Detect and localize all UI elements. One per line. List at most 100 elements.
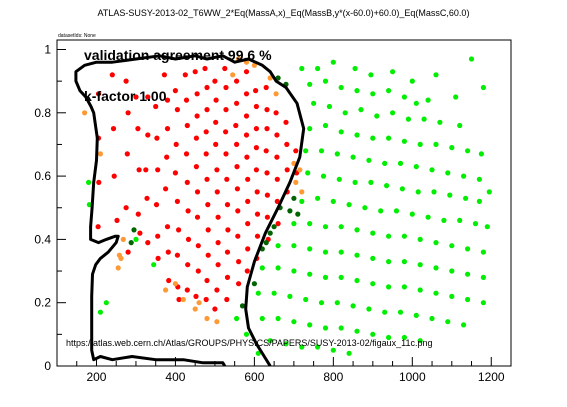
data-point-s1-0 [82, 110, 88, 116]
data-point-s0-145 [293, 148, 299, 154]
data-point-s3-160 [330, 347, 336, 353]
x-tick-label-200: 200 [86, 370, 106, 384]
data-point-s3-46 [417, 141, 423, 147]
data-point-s1-16 [251, 62, 257, 68]
data-point-s3-122 [354, 277, 360, 284]
data-point-s0-113 [245, 176, 251, 182]
data-point-s3-51 [303, 148, 309, 154]
data-point-s3-15 [409, 78, 415, 84]
data-point-s0-100 [233, 122, 239, 129]
data-point-s0-30 [164, 97, 171, 103]
data-point-s0-35 [165, 249, 171, 255]
data-point-s3-78 [330, 198, 336, 204]
data-point-s0-5 [110, 126, 117, 132]
data-point-s1-4 [118, 255, 124, 261]
data-point-s3-66 [352, 179, 358, 185]
data-point-s3-49 [465, 148, 471, 154]
data-point-s3-141 [413, 312, 419, 318]
data-point-s0-48 [184, 122, 190, 129]
data-point-s0-95 [224, 249, 231, 255]
data-point-s0-21 [144, 195, 150, 201]
data-point-s0-130 [263, 148, 269, 154]
data-point-s3-23 [386, 88, 392, 94]
data-point-s3-12 [352, 65, 358, 72]
data-point-s0-96 [224, 274, 231, 280]
data-point-s0-109 [243, 91, 250, 97]
data-point-s3-128 [449, 293, 455, 299]
data-point-s0-114 [245, 198, 251, 204]
data-point-s3-79 [346, 202, 352, 208]
data-point-s2-1 [128, 240, 134, 246]
data-point-s3-139 [382, 309, 388, 315]
data-point-s3-33 [374, 113, 380, 119]
data-point-s0-117 [244, 268, 250, 274]
annotation-validation: validation agreement 99.6 % [84, 47, 272, 63]
data-point-s0-58 [193, 135, 199, 141]
data-point-s0-47 [183, 97, 190, 103]
data-point-s3-84 [425, 214, 431, 220]
data-point-s0-52 [185, 236, 192, 242]
data-point-s3-45 [401, 138, 407, 144]
data-point-s3-126 [417, 287, 423, 293]
data-point-s0-13 [133, 94, 139, 100]
data-point-s3-86 [457, 217, 463, 223]
data-point-s3-130 [480, 300, 486, 306]
data-point-s3-138 [366, 306, 372, 312]
data-point-s3-93 [354, 227, 360, 233]
data-point-s3-50 [478, 151, 484, 157]
data-point-s3-137 [350, 303, 356, 309]
data-point-s3-118 [291, 268, 297, 274]
data-point-s3-80 [362, 205, 368, 211]
data-point-s0-64 [193, 293, 199, 299]
data-point-s0-31 [164, 126, 171, 132]
data-point-s1-10 [196, 300, 202, 306]
data-point-s3-14 [390, 69, 396, 75]
data-point-s3-117 [275, 265, 281, 271]
data-point-s0-34 [164, 224, 171, 230]
data-point-s0-83 [215, 240, 221, 246]
data-point-s3-102 [275, 243, 281, 249]
data-point-s0-112 [244, 154, 250, 160]
data-point-s3-55 [366, 157, 372, 163]
data-point-s3-136 [334, 300, 340, 306]
data-point-s1-8 [180, 296, 186, 303]
data-point-s3-20 [338, 84, 344, 91]
data-point-s3-107 [354, 252, 360, 258]
data-point-s3-71 [431, 189, 437, 195]
data-point-s3-0 [86, 179, 92, 185]
data-point-s3-9 [299, 65, 305, 72]
data-point-s0-123 [254, 189, 260, 195]
data-point-s0-82 [215, 214, 221, 220]
data-point-s3-61 [461, 173, 467, 179]
data-point-s0-116 [245, 246, 251, 252]
data-point-s0-11 [123, 205, 129, 211]
data-point-s3-1 [86, 202, 92, 208]
data-point-s3-144 [461, 322, 467, 328]
data-point-s0-98 [234, 78, 240, 84]
data-point-s3-155 [417, 338, 423, 344]
data-point-s0-135 [273, 110, 279, 116]
data-point-s0-107 [236, 281, 242, 287]
data-point-s3-157 [283, 341, 289, 347]
data-point-s0-140 [275, 221, 281, 227]
x-tick-label-1200: 1200 [478, 370, 505, 384]
data-point-s2-0 [131, 227, 137, 233]
data-point-s3-13 [368, 72, 374, 78]
chart-title: ATLAS-SUSY-2013-02_T6WW_2*Eq(MassA,x)_Eq… [98, 8, 470, 18]
data-point-s3-18 [307, 81, 313, 87]
data-point-s0-56 [194, 91, 200, 97]
data-point-s3-161 [346, 350, 352, 356]
y-tick-label-0.8: 0.8 [34, 106, 51, 120]
data-point-s3-132 [271, 290, 277, 296]
data-point-s0-59 [193, 164, 199, 170]
data-point-s3-142 [429, 315, 435, 322]
data-point-s0-101 [234, 141, 240, 147]
data-point-s3-75 [486, 189, 492, 195]
data-point-s3-83 [409, 211, 415, 217]
data-point-s0-139 [274, 198, 280, 204]
data-point-s0-26 [153, 202, 160, 208]
data-point-s0-84 [215, 262, 221, 268]
data-point-s2-6 [267, 230, 273, 236]
data-point-s0-70 [204, 176, 210, 182]
data-point-s3-37 [437, 119, 443, 125]
